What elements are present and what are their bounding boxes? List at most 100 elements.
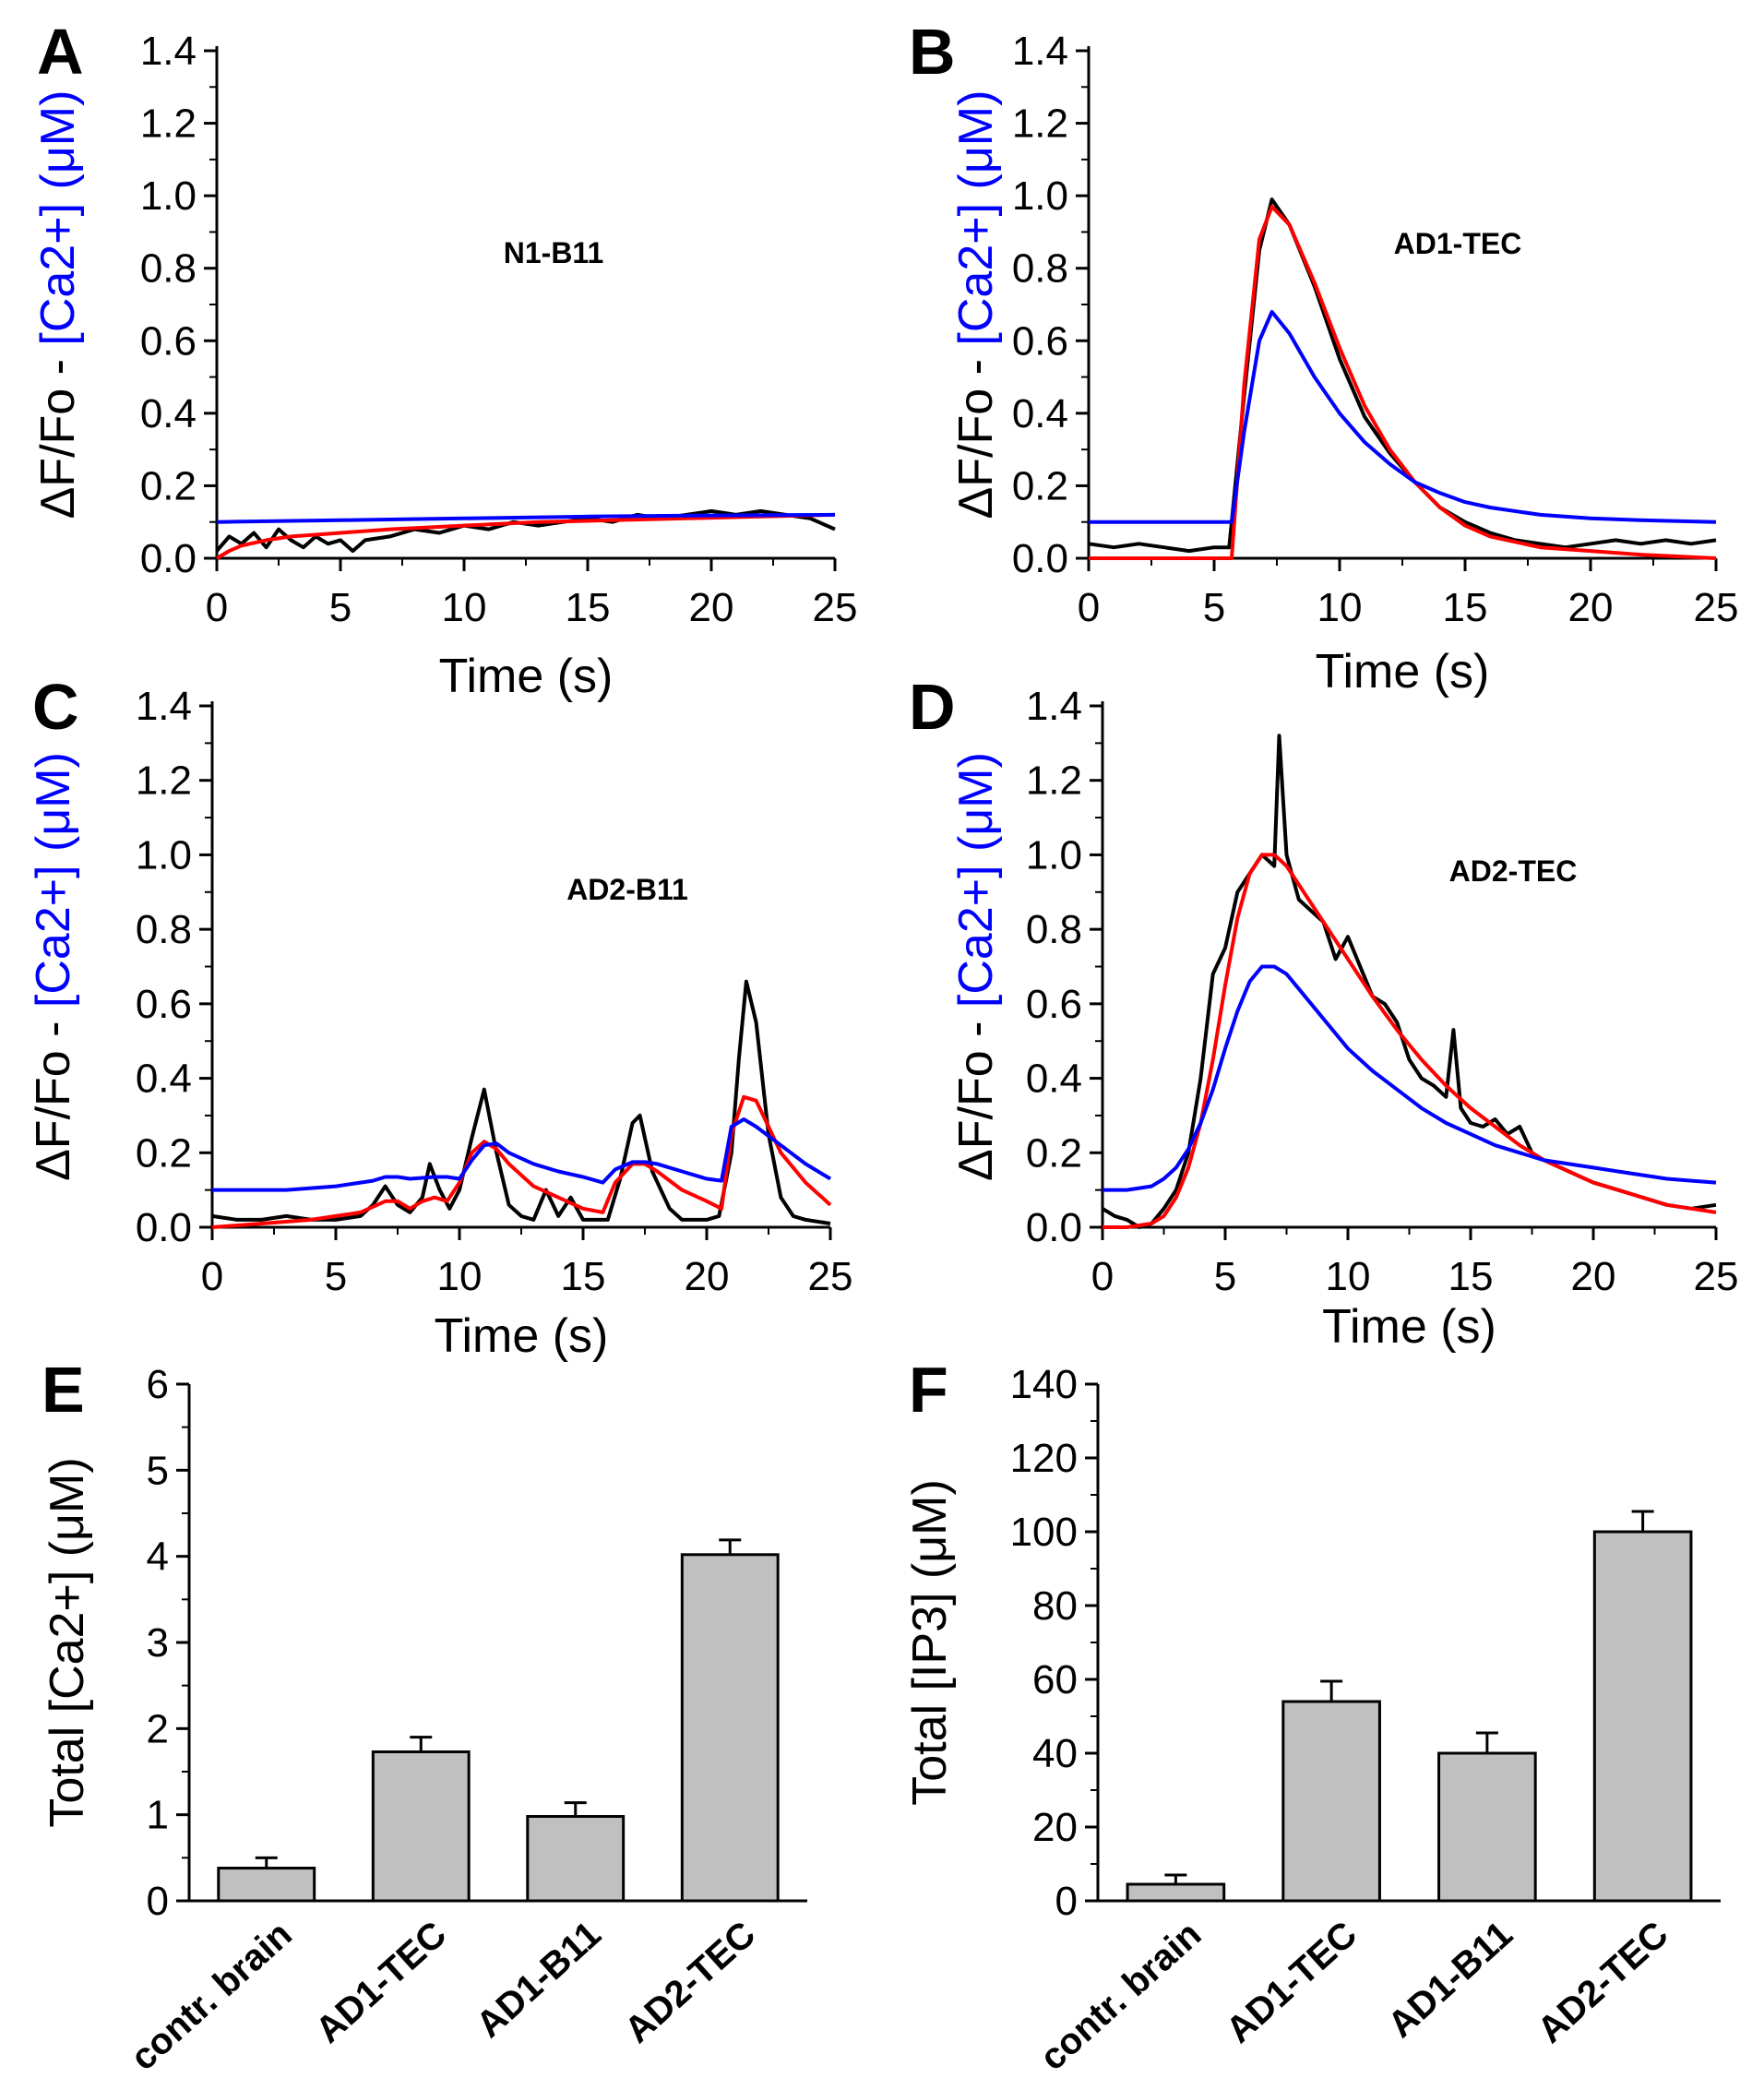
y-tick-label: 0.2 [136,1130,192,1176]
category-label: contr. brain [1032,1914,1209,2078]
y-tick-label: 0.6 [1012,318,1068,364]
y-tick-label: 1.0 [136,832,192,878]
panel-f: F 0 20 40 60 80 100 120 140 Total [IP3] (μM) contr… [903,1354,1721,2078]
y-tick-label: 1.2 [136,758,192,804]
bar [526,1815,626,1903]
x-tick-label: 5 [325,1254,347,1299]
y-tick-label: 40 [1032,1731,1078,1776]
y-tick-label: 4 [147,1535,169,1580]
y-tick-label: 0.8 [1026,907,1082,952]
category-label: AD1-B11 [469,1914,609,2046]
y-axis-label: Total [Ca2+] (μM) [41,1457,94,1827]
panel-annotation: AD1-TEC [1394,227,1522,260]
y-tick-label: 20 [1032,1805,1078,1850]
panel-b: B 0 5 10 15 20 25 0.0 0.2 0.4 0.6 0.8 1.0 1.2 1.4 Time … [909,16,1738,699]
y-axis-label: ΔF/Fo - [Ca2+] (μM) [31,90,85,520]
calcium-trace-line [212,1117,832,1192]
panel-letter: A [37,16,84,88]
y-axis-label-black: ΔF/Fo - [27,1008,80,1181]
x-tick-label: 10 [1317,585,1363,630]
y-tick-label: 1.2 [140,102,197,147]
panel-a: A 0 5 10 15 20 25 0.0 0.2 0.4 0.6 0.8 1.0 1.2 1.4 Time … [31,16,857,703]
y-tick-label: 0.2 [1026,1130,1082,1176]
y-tick-label: 0.4 [140,391,197,436]
y-tick-label: 0.2 [1012,463,1068,508]
y-axis-label: ΔF/Fo - [Ca2+] (μM) [27,752,80,1181]
panel-annotation: AD2-TEC [1449,854,1578,888]
x-tick-label: 0 [206,585,228,630]
bar [371,1750,471,1903]
model-trace-line [211,1094,832,1229]
model-trace-line [215,512,836,560]
y-tick-label: 1.4 [140,29,197,74]
calcium-trace-line [216,512,836,524]
category-label: contr. brain [123,1914,299,2078]
y-tick-label: 2 [147,1706,169,1751]
category-label: AD1-TEC [308,1914,454,2051]
x-tick-label: 15 [1443,585,1488,630]
data-trace-line [215,508,836,554]
y-tick-label: 140 [1010,1362,1078,1407]
y-tick-label: 6 [147,1362,169,1407]
y-tick-label: 0.0 [1012,536,1068,581]
y-tick-label: 60 [1032,1657,1078,1702]
y-tick-label: 100 [1010,1510,1078,1555]
panel-letter: E [42,1354,85,1426]
model-trace-line [1102,853,1717,1229]
panel-annotation: AD2-B11 [566,873,688,906]
bar [1281,1700,1381,1903]
x-tick-label: 25 [813,585,858,630]
panel-letter: D [909,671,956,743]
x-axis-label: Time (s) [1322,1300,1496,1354]
y-tick-label: 1.0 [1026,832,1082,878]
y-axis-label: Total [IP3] (μM) [903,1479,957,1806]
panel-annotation: N1-B11 [504,236,604,269]
y-tick-label: 80 [1032,1583,1078,1629]
calcium-trace-line [1089,309,1717,524]
y-tick-label: 0.6 [140,318,197,364]
y-tick-label: 1.2 [1012,102,1068,147]
y-axis-label-black: ΔF/Fo - [949,1008,1003,1181]
y-tick-label: 1.4 [136,684,192,729]
y-axis-label-black: ΔF/Fo - [949,346,1003,520]
x-tick-label: 5 [1203,585,1225,630]
x-tick-label: 20 [689,585,734,630]
y-tick-label: 0.8 [136,907,192,952]
x-axis-label: Time (s) [435,1309,609,1363]
y-tick-label: 5 [147,1448,169,1493]
x-tick-label: 0 [201,1254,223,1299]
y-tick-label: 0.0 [1026,1205,1082,1250]
y-axis-label: ΔF/Fo - [Ca2+] (μM) [949,90,1003,520]
model-trace-line [1089,204,1717,560]
y-tick-label: 1.0 [140,173,197,219]
y-tick-label: 0.2 [140,463,197,508]
y-tick-label: 120 [1010,1436,1078,1481]
y-tick-label: 1.0 [1012,173,1068,219]
panel-d: D 0 5 10 15 20 25 0.0 0.2 0.4 0.6 0.8 1.0 1.2 1.4 Time … [909,671,1738,1354]
y-tick-label: 1.4 [1012,29,1068,74]
y-tick-label: 0.4 [1012,391,1068,436]
y-tick-label: 0.8 [140,246,197,292]
x-tick-label: 20 [1571,1254,1616,1299]
y-tick-label: 0.6 [1026,982,1082,1027]
x-tick-label: 0 [1078,585,1100,630]
x-tick-label: 20 [685,1254,730,1299]
bar [1126,1882,1226,1903]
y-tick-label: 0.4 [1026,1057,1082,1102]
y-axis-label-blue: [Ca2+] (μM) [31,90,85,346]
bar [1592,1530,1693,1903]
category-label: AD2-TEC [1530,1914,1675,2051]
x-tick-label: 10 [442,585,487,630]
y-axis-label-blue: [Ca2+] (μM) [949,90,1003,346]
y-axis-label-blue: [Ca2+] (μM) [949,752,1003,1008]
y-tick-label: 0.0 [136,1205,192,1250]
x-tick-label: 5 [329,585,352,630]
data-trace-line [1101,734,1717,1229]
x-tick-label: 15 [561,1254,606,1299]
data-trace-line [1088,197,1717,554]
x-axis-label: Time (s) [439,650,614,703]
calcium-trace-line [1102,964,1717,1192]
y-tick-label: 1.2 [1026,758,1082,804]
bar [1437,1751,1537,1903]
